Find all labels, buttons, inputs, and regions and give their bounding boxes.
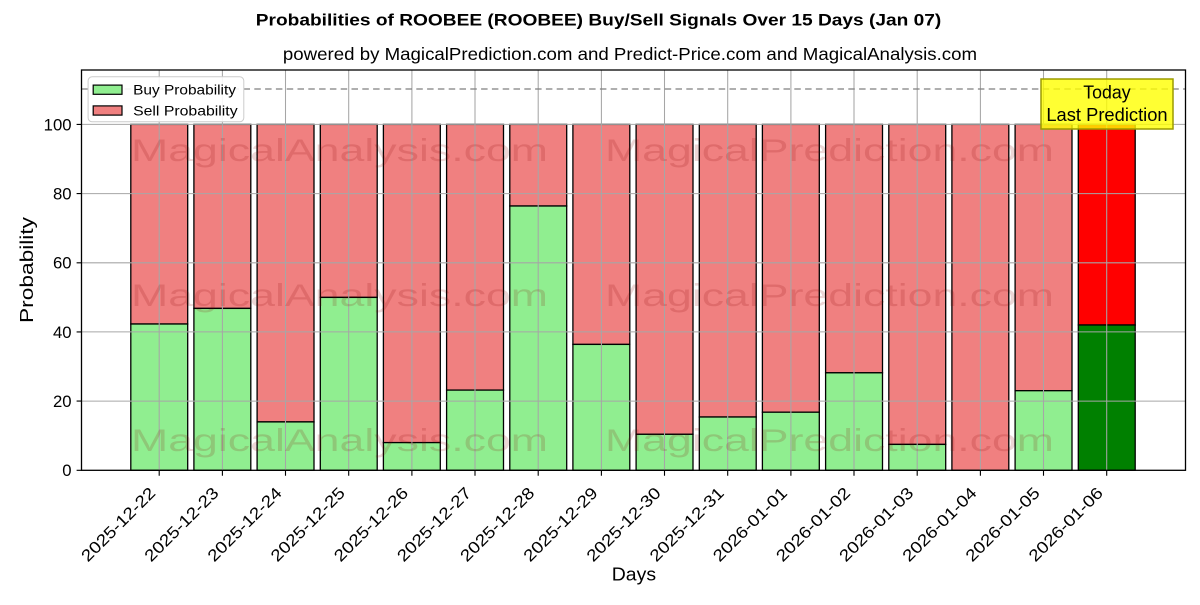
svg-text:20: 20 — [53, 393, 72, 411]
svg-text:Sell Probability: Sell Probability — [133, 103, 239, 119]
svg-text:40: 40 — [53, 324, 72, 342]
svg-text:Buy Probability: Buy Probability — [133, 83, 237, 99]
svg-text:MagicalAnalysis.com: MagicalAnalysis.com — [131, 132, 548, 168]
svg-text:Last Prediction: Last Prediction — [1046, 105, 1167, 125]
svg-text:MagicalPrediction.com: MagicalPrediction.com — [605, 422, 1054, 458]
svg-text:MagicalAnalysis.com: MagicalAnalysis.com — [131, 422, 548, 458]
svg-text:0: 0 — [62, 462, 71, 480]
svg-text:100: 100 — [44, 116, 72, 134]
svg-text:MagicalPrediction.com: MagicalPrediction.com — [605, 277, 1054, 313]
svg-text:Days: Days — [612, 564, 656, 585]
svg-text:Today: Today — [1083, 82, 1130, 102]
svg-text:MagicalAnalysis.com: MagicalAnalysis.com — [131, 277, 548, 313]
svg-text:80: 80 — [53, 186, 72, 204]
svg-text:powered by MagicalPrediction.c: powered by MagicalPrediction.com and Pre… — [283, 44, 977, 64]
svg-text:Probabilities of ROOBEE (ROOBE: Probabilities of ROOBEE (ROOBEE) Buy/Sel… — [256, 11, 942, 30]
svg-text:MagicalPrediction.com: MagicalPrediction.com — [605, 132, 1054, 168]
svg-text:Probability: Probability — [17, 217, 37, 323]
svg-text:60: 60 — [53, 255, 72, 273]
